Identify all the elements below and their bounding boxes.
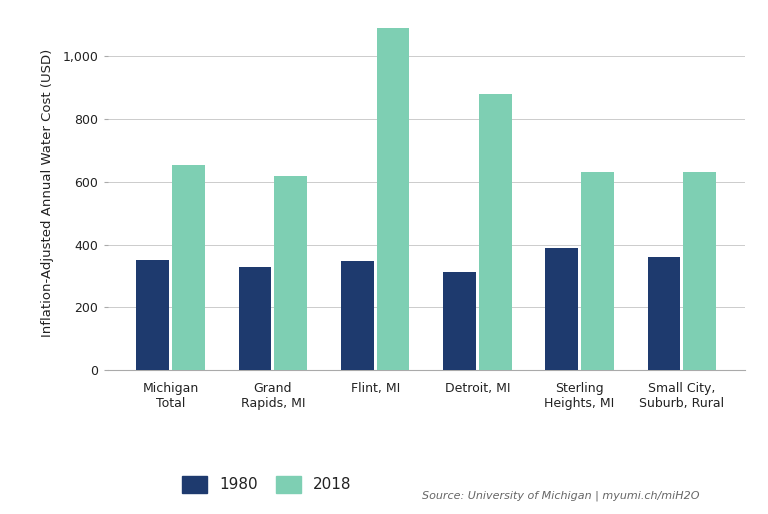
Bar [137,260,169,370]
Y-axis label: Inflation-Adjusted Annual Water Cost (USD): Inflation-Adjusted Annual Water Cost (US… [41,49,55,337]
Bar [376,28,409,370]
Bar [341,261,373,370]
Bar [274,176,307,370]
Bar [479,94,511,370]
Bar [172,164,205,370]
Bar [443,272,476,370]
Bar [581,172,614,370]
Bar [684,172,716,370]
Text: Source: University of Michigan | myumi.ch/miH2O: Source: University of Michigan | myumi.c… [422,491,700,501]
Bar [545,248,578,370]
Bar [647,257,680,370]
Bar [239,267,271,370]
Legend: 1980, 2018: 1980, 2018 [177,470,357,499]
